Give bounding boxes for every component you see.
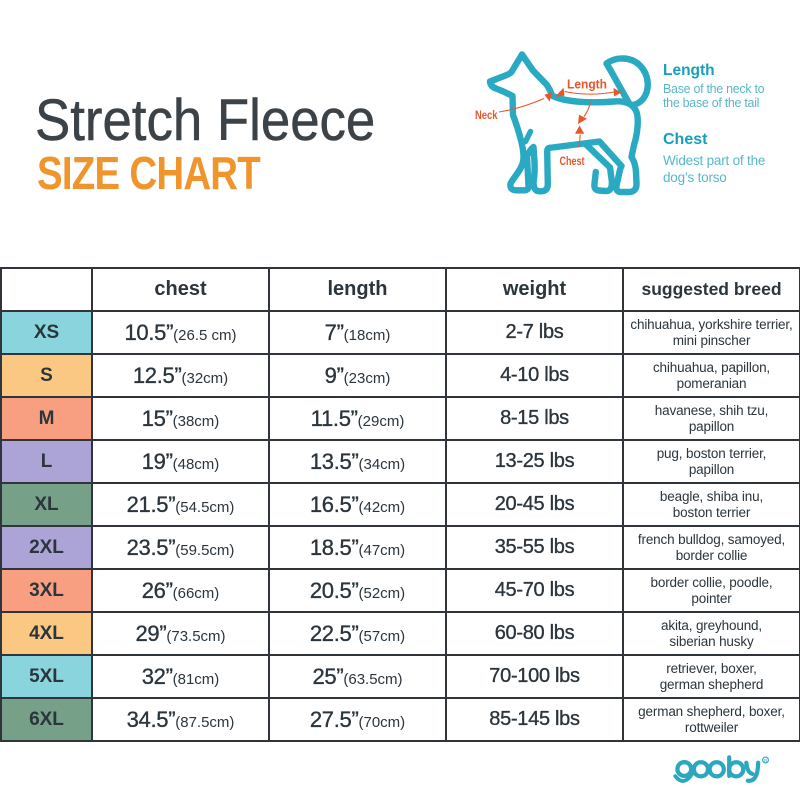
svg-text:Neck: Neck bbox=[475, 110, 498, 122]
svg-text:R: R bbox=[764, 758, 768, 763]
svg-text:Length: Length bbox=[567, 78, 607, 92]
svg-text:Chest: Chest bbox=[560, 154, 585, 168]
